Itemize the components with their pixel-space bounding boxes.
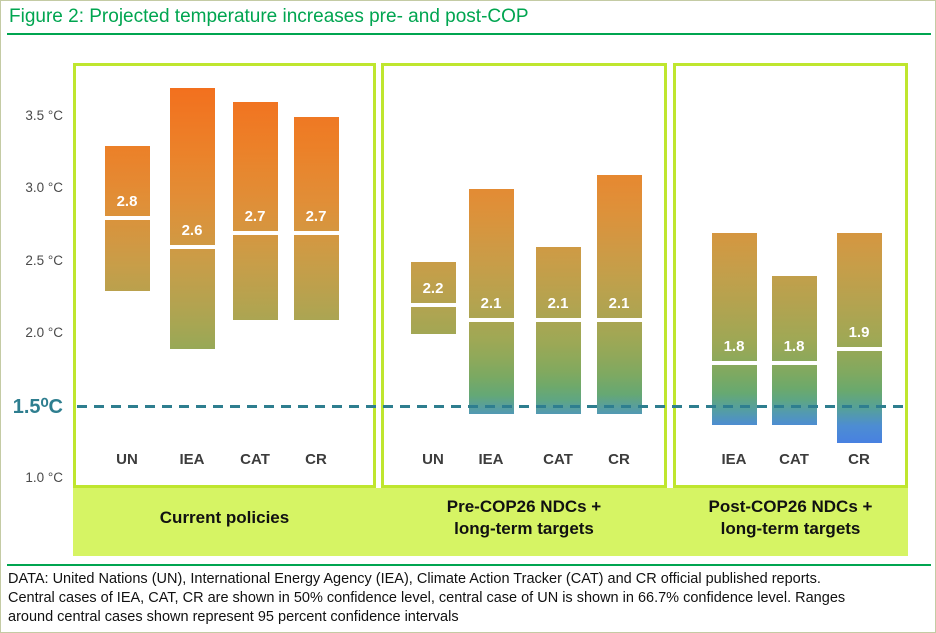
threshold-dashed-line	[77, 404, 907, 408]
caption-line: Central cases of IEA, CAT, CR are shown …	[8, 590, 846, 606]
panel-category-label: Current policies	[159, 508, 290, 527]
chart-area: Current policies 2.8 UN 2.6 IEA 2.7 CAT 2.7 CR Pr…	[1, 1, 935, 561]
range-bar-iea	[711, 232, 757, 426]
bar-axis-label: CAT	[779, 451, 809, 468]
range-bar-cat	[535, 247, 581, 414]
central-estimate-line	[169, 245, 215, 249]
central-estimate-line	[596, 317, 642, 322]
central-estimate-label: 2.7	[244, 207, 266, 225]
range-bar-iea	[169, 87, 215, 349]
central-estimate-line	[232, 230, 278, 235]
bar-axis-label: CR	[608, 451, 630, 468]
central-estimate-line	[410, 303, 456, 307]
bar-axis-label: UN	[422, 451, 444, 468]
central-estimate-line	[468, 317, 514, 322]
caption-divider	[7, 564, 931, 566]
y-axis-tick: 3.0 °C	[25, 180, 63, 195]
central-estimate-label: 2.1	[608, 294, 630, 312]
central-estimate-label: 2.6	[181, 222, 203, 239]
central-estimate-label: 1.8	[783, 338, 805, 355]
caption-line: DATA: United Nations (UN), International…	[8, 571, 821, 587]
y-axis-tick: 2.5 °C	[25, 252, 63, 268]
y-axis-tick: 2.0 °C	[25, 325, 63, 340]
range-bar-cat	[232, 102, 278, 320]
bar-axis-label: IEA	[179, 451, 205, 468]
central-estimate-line	[836, 346, 882, 351]
bar-axis-label: IEA	[721, 451, 747, 468]
central-estimate-line	[711, 361, 757, 365]
central-estimate-label: 2.1	[480, 294, 502, 312]
central-estimate-line	[293, 230, 339, 235]
bar-axis-label: CAT	[240, 451, 270, 468]
title-underline	[7, 33, 931, 35]
bar-axis-label: UN	[116, 451, 138, 468]
panel-category-label: Pre-COP26 NDCs + long-term targets	[446, 497, 602, 539]
range-bar-un	[410, 261, 456, 334]
panel-category-label: Post-COP26 NDCs + long-term targets	[708, 497, 873, 539]
range-bar-cr	[836, 232, 882, 443]
figure-title: Figure 2: Projected temperature increase…	[9, 6, 529, 27]
range-bar-cr	[293, 116, 339, 320]
central-estimate-line	[535, 317, 581, 322]
threshold-label: 1.5⁰C	[12, 395, 63, 418]
y-axis-tick: 3.5 °C	[25, 107, 63, 123]
category-band	[73, 488, 908, 556]
caption-line: around central cases shown represent 95 …	[8, 609, 459, 625]
y-axis-tick: 1.0 °C	[25, 470, 63, 485]
bar-axis-label: CR	[848, 451, 870, 468]
bar-axis-label: CR	[305, 451, 327, 468]
bar-axis-label: IEA	[478, 451, 504, 468]
range-bar-cat	[771, 276, 817, 426]
data-caption: DATA: United Nations (UN), International…	[8, 570, 932, 627]
central-estimate-label: 2.8	[116, 193, 138, 210]
central-estimate-label: 2.1	[547, 294, 569, 312]
central-estimate-label: 1.9	[848, 323, 870, 341]
central-estimate-line	[104, 216, 150, 220]
central-estimate-label: 2.2	[422, 280, 444, 297]
bar-axis-label: CAT	[543, 451, 573, 468]
central-estimate-label: 1.8	[723, 338, 745, 355]
range-bar-cr	[596, 174, 642, 414]
range-bar-iea	[468, 189, 514, 414]
central-estimate-label: 2.7	[305, 207, 327, 225]
central-estimate-line	[771, 361, 817, 365]
